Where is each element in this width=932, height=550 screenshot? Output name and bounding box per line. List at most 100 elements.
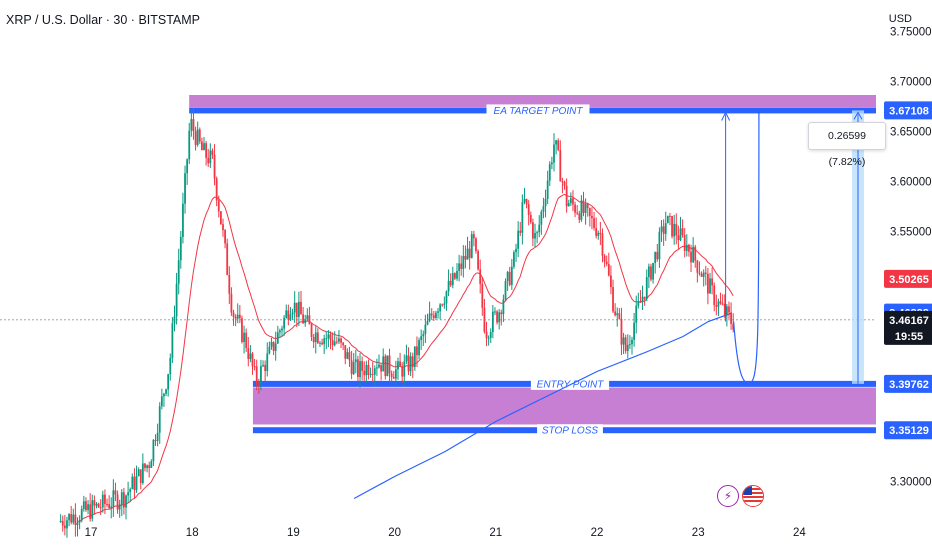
candle-body-80	[228, 274, 231, 294]
candle-body-314	[721, 303, 724, 305]
candle-body-141	[357, 359, 359, 378]
x-tick-label-0: 17	[85, 527, 98, 539]
candle-body-18	[97, 503, 100, 508]
candle-body-245	[576, 212, 579, 214]
candle-body-259	[605, 261, 608, 264]
candle-body-269	[626, 344, 629, 352]
candle-body-155	[386, 355, 389, 377]
candle-body-17	[95, 503, 98, 506]
candle-body-71	[209, 150, 212, 164]
candle-body-118	[308, 315, 311, 325]
candle-body-48	[160, 396, 163, 407]
candle-body-74	[215, 178, 218, 201]
candle-body-276	[641, 296, 644, 303]
candle-body-152	[380, 364, 383, 372]
candle-body-42	[148, 465, 151, 469]
candle-body-154	[384, 356, 387, 377]
candle-body-94	[257, 383, 260, 385]
candle-body-190	[460, 263, 463, 269]
candle-body-209	[500, 312, 503, 315]
candle-body-115	[302, 314, 304, 324]
candle-body-143	[361, 361, 364, 371]
candle-body-230	[544, 198, 547, 207]
candle-body-315	[723, 303, 726, 316]
candle-body-207	[496, 311, 498, 323]
symbol-title: XRP / U.S. Dollar · 30 · BITSTAMP	[6, 13, 201, 27]
candle-body-262	[612, 287, 614, 312]
candle-body-287	[664, 223, 667, 234]
lightning-icon[interactable]: ⚡	[717, 485, 739, 507]
candle-body-162	[401, 366, 404, 377]
price-tag-4: 3.39762	[889, 379, 929, 391]
candle-body-298	[688, 244, 690, 252]
candle-body-182	[443, 303, 446, 305]
candle-body-116	[304, 319, 307, 324]
candle-body-45	[154, 440, 157, 442]
us-flag-icon[interactable]	[742, 485, 764, 507]
candle-body-30	[122, 492, 125, 508]
candle-body-284	[658, 231, 661, 260]
candle-body-39	[141, 463, 144, 483]
candles-layer	[59, 108, 735, 538]
candle-body-76	[219, 211, 222, 225]
candle-body-271	[631, 339, 633, 345]
candle-body-208	[498, 312, 501, 323]
y-tick-label-6: 3.30000	[890, 477, 932, 489]
candle-body-14	[89, 504, 92, 519]
price-tag-3: 3.46167	[889, 315, 929, 327]
candle-body-128	[329, 334, 332, 340]
candle-body-56	[177, 260, 180, 284]
candle-body-121	[314, 332, 317, 343]
candle-body-226	[536, 232, 539, 234]
candle-body-261	[610, 275, 612, 288]
candle-body-195	[470, 234, 473, 258]
candle-body-237	[559, 149, 562, 182]
candle-body-35	[133, 476, 136, 491]
candle-body-239	[563, 181, 566, 186]
candle-body-311	[715, 305, 718, 307]
candle-body-201	[483, 307, 486, 332]
candle-body-7	[74, 514, 77, 525]
candle-body-153	[382, 356, 385, 372]
candle-body-70	[207, 157, 210, 164]
zone-fill-1	[252, 387, 877, 425]
candle-body-220	[523, 198, 526, 203]
candle-body-133	[340, 338, 342, 343]
y-tick-label-2: 3.70000	[890, 77, 932, 89]
candle-body-272	[633, 322, 636, 340]
candle-body-180	[439, 304, 442, 312]
y-tick-label-4: 3.60000	[890, 177, 932, 189]
candle-body-87	[243, 332, 245, 342]
candle-body-312	[717, 301, 720, 307]
measure-label: 0.26599 (7.82%)	[808, 122, 886, 168]
candle-body-184	[447, 280, 450, 292]
candle-body-66	[198, 129, 201, 142]
candle-body-96	[262, 364, 264, 367]
candle-body-40	[144, 463, 146, 469]
candle-body-286	[662, 226, 665, 234]
candle-body-212	[506, 271, 509, 282]
candle-body-253	[593, 218, 595, 228]
candle-body-232	[548, 164, 551, 181]
candle-body-33	[129, 489, 132, 493]
candle-body-165	[407, 355, 410, 372]
candle-body-159	[394, 369, 397, 379]
candle-body-215	[513, 252, 515, 267]
candle-body-260	[607, 263, 610, 276]
candle-body-75	[217, 200, 220, 212]
candle-body-43	[150, 461, 153, 469]
candle-body-78	[224, 230, 226, 244]
candle-body-5	[70, 514, 73, 523]
candle-body-227	[538, 224, 541, 233]
candle-body-85	[238, 314, 241, 319]
candle-body-291	[673, 223, 676, 237]
candle-body-60	[186, 159, 189, 174]
x-tick-label-2: 19	[287, 527, 300, 539]
candle-body-114	[300, 301, 302, 315]
candle-body-192	[464, 255, 467, 260]
currency-label[interactable]: USD	[888, 13, 912, 25]
candle-body-202	[485, 331, 488, 339]
candle-body-210	[502, 299, 505, 315]
